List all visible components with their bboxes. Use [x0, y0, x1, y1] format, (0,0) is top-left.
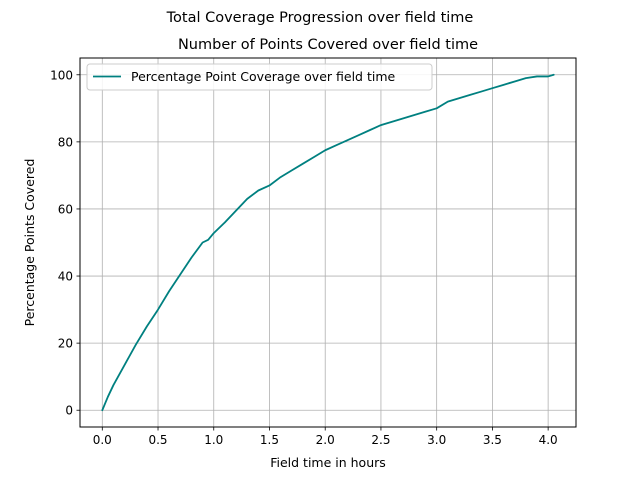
axis-ticks: 0.0 0.5 1.0 1.5 2.0 2.5 3.0 3.5 4.0 0 20 40 60 80 100 [50, 68, 558, 447]
y-tick-label: 40 [58, 270, 73, 284]
x-tick-label: 4.0 [539, 433, 558, 447]
x-tick-label: 0.5 [148, 433, 167, 447]
legend: Percentage Point Coverage over field tim… [86, 63, 433, 91]
grid-lines [80, 58, 576, 427]
legend-label: Percentage Point Coverage over field tim… [131, 69, 396, 84]
x-axis-label: Field time in hours [270, 455, 386, 470]
y-tick-label: 20 [58, 337, 73, 351]
x-tick-label: 1.5 [260, 433, 279, 447]
series-line-0 [101, 73, 555, 412]
legend-box [86, 63, 433, 91]
x-tick-label: 0.0 [93, 433, 112, 447]
x-tick-label: 3.5 [483, 433, 502, 447]
y-tick-label: 0 [65, 404, 73, 418]
chart-suptitle: Total Coverage Progression over field ti… [166, 10, 474, 26]
plot-area [101, 73, 555, 412]
y-tick-label: 100 [50, 68, 73, 82]
x-tick-label: 1.0 [204, 433, 223, 447]
chart-title: Number of Points Covered over field time [178, 37, 478, 53]
x-tick-label: 2.5 [371, 433, 390, 447]
y-tick-label: 80 [58, 135, 73, 149]
y-tick-label: 60 [58, 202, 73, 216]
x-tick-label: 3.0 [427, 433, 446, 447]
x-tick-label: 2.0 [316, 433, 335, 447]
axes-frame [79, 57, 577, 428]
y-axis-label: Percentage Points Covered [22, 159, 37, 327]
